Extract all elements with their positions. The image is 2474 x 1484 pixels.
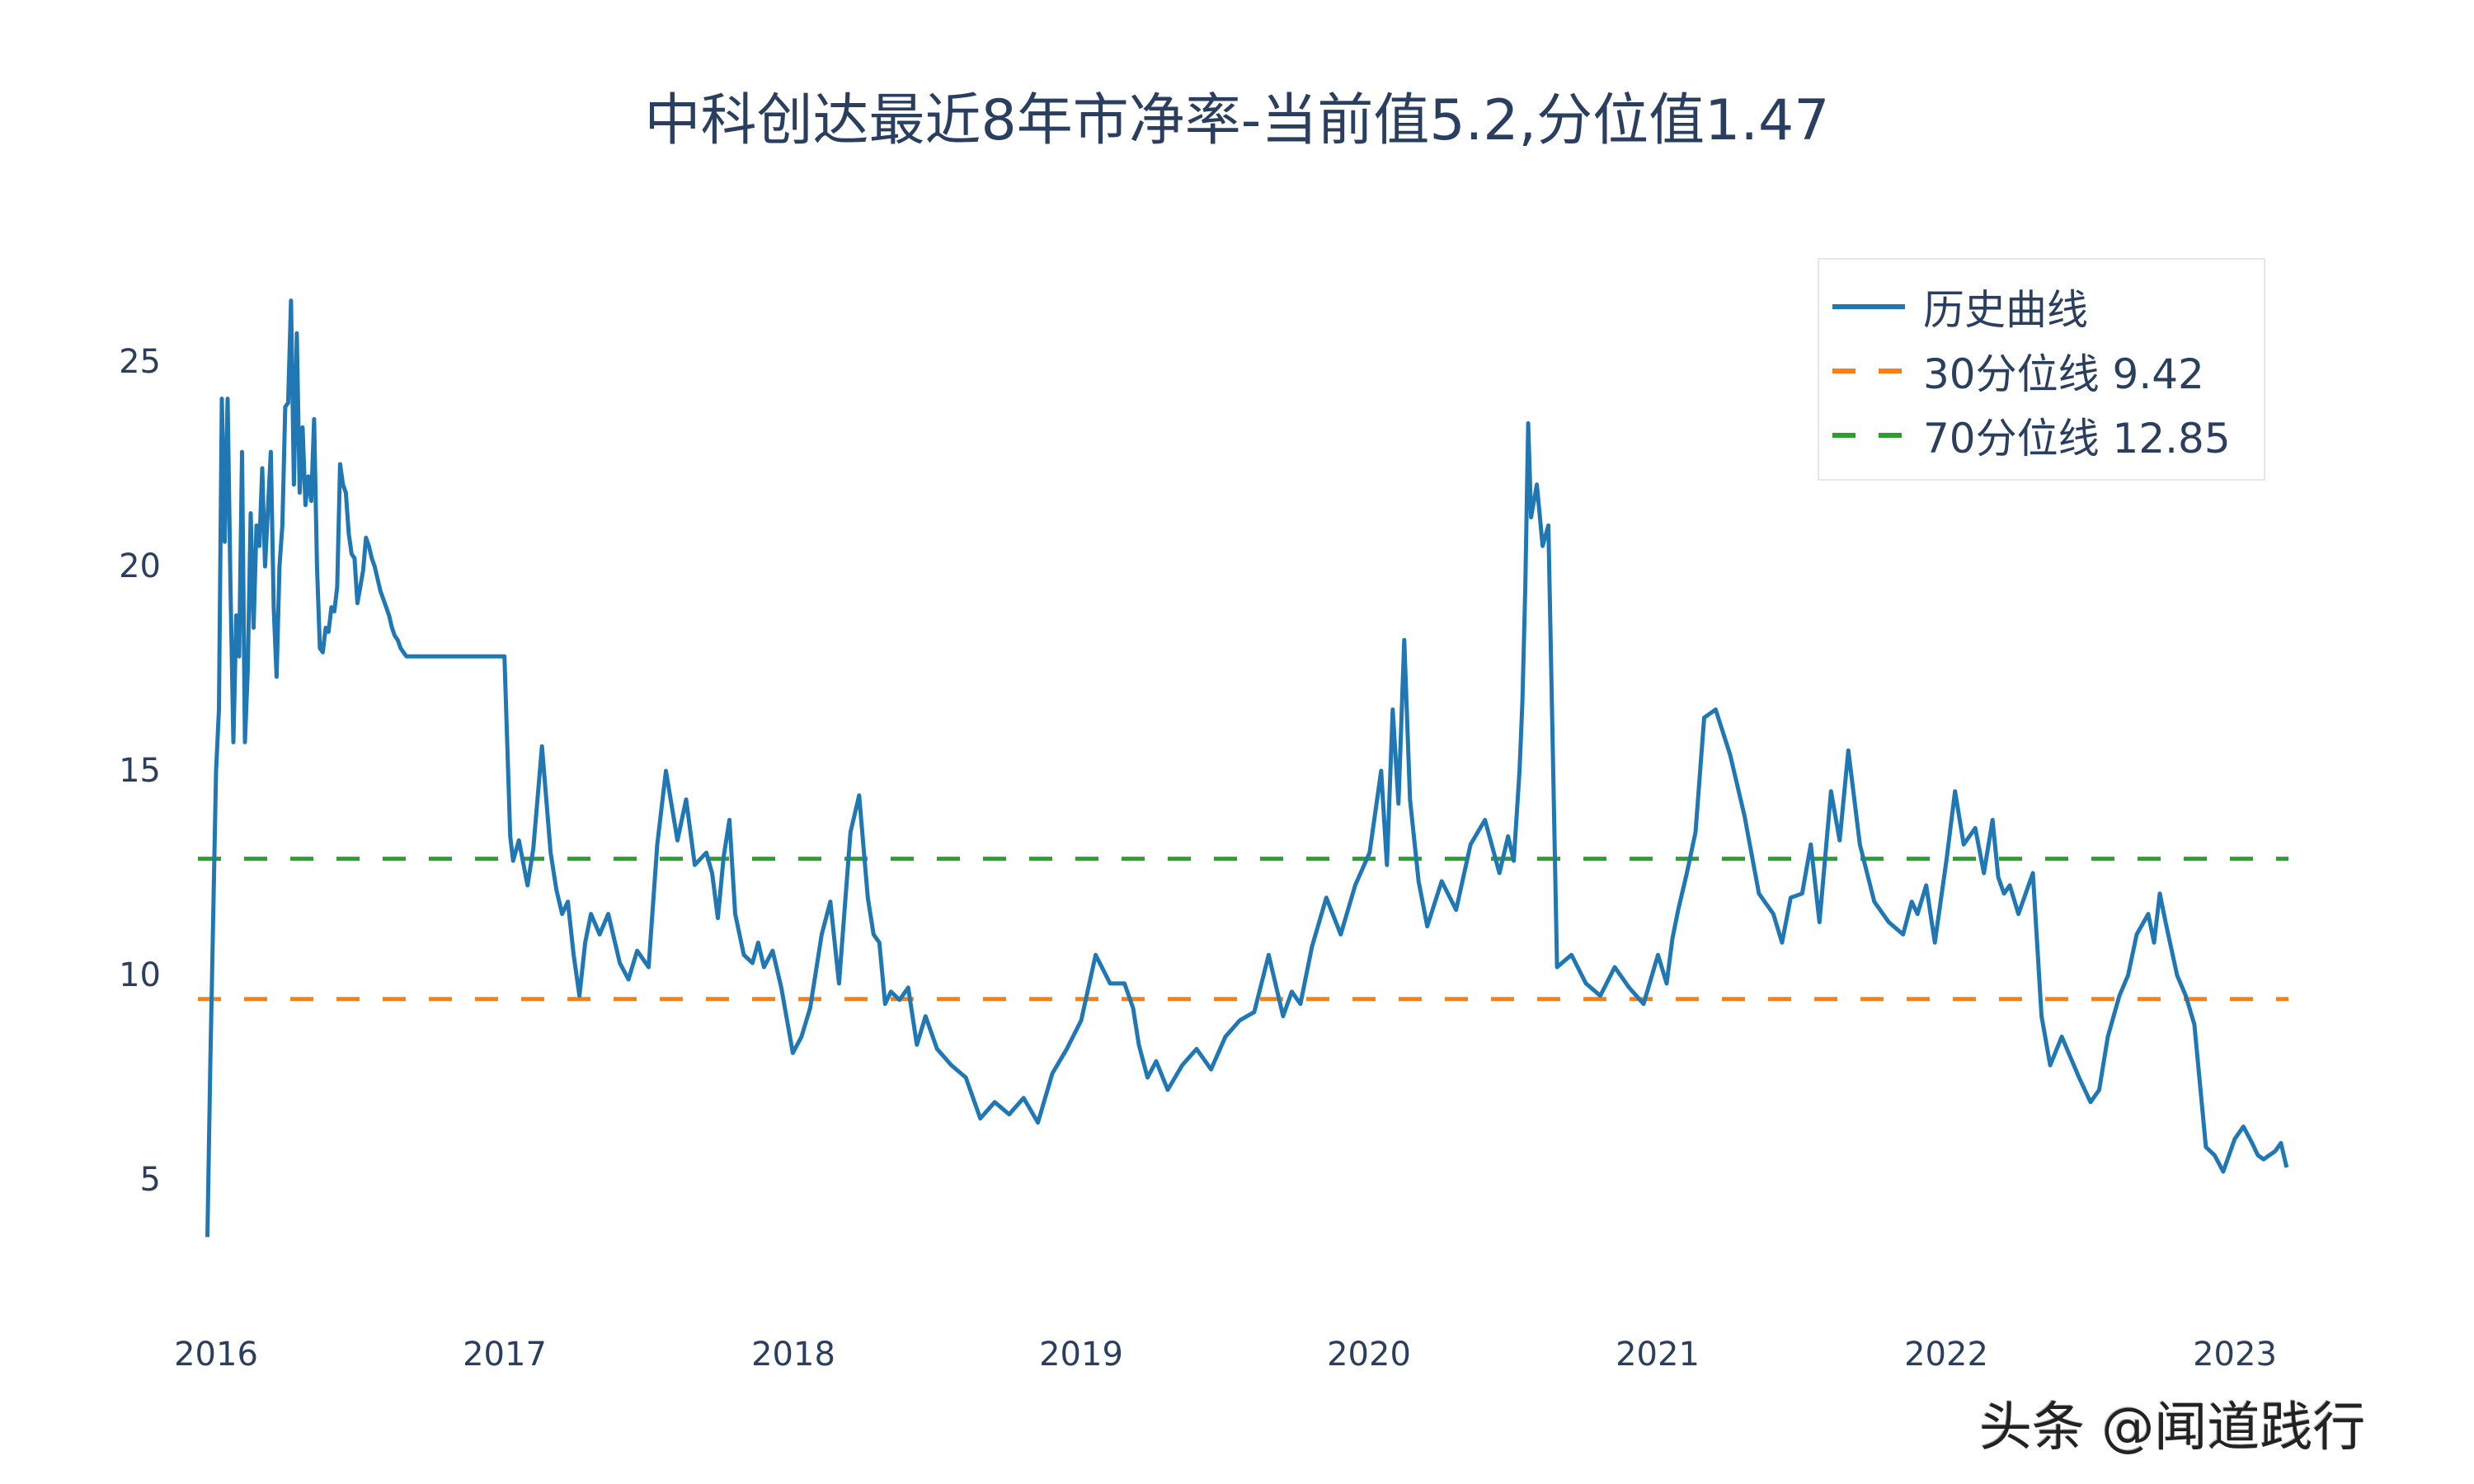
x-tick: 2020 — [1327, 1336, 1411, 1374]
x-tick: 2018 — [751, 1336, 835, 1374]
legend-label: 历史曲线 — [1923, 286, 2088, 334]
solid-line-icon — [1832, 304, 1905, 309]
legend-label: 70分位线 12.85 — [1923, 415, 2231, 463]
chart-title: 中科创达最近8年市净率-当前值5.2,分位值1.47 — [644, 88, 1830, 153]
x-tick: 2022 — [1904, 1336, 1988, 1374]
dashed-line-icon — [1832, 369, 1905, 373]
legend-item-p70[interactable]: 70分位线 12.85 — [1832, 406, 2231, 464]
y-tick: 5 — [139, 1161, 161, 1199]
legend: 历史曲线 30分位线 9.42 70分位线 12.85 — [1818, 258, 2265, 481]
y-tick: 15 — [119, 752, 161, 790]
x-tick: 2016 — [174, 1336, 258, 1374]
y-tick: 10 — [119, 956, 161, 994]
history-curve — [205, 298, 2289, 1237]
watermark: 头条 @闻道践行 — [1979, 1397, 2366, 1458]
legend-label: 30分位线 9.42 — [1923, 350, 2204, 398]
y-tick: 20 — [119, 547, 161, 585]
y-tick: 25 — [119, 343, 161, 381]
legend-item-history[interactable]: 历史曲线 — [1832, 278, 2088, 336]
x-tick: 2021 — [1616, 1336, 1700, 1374]
x-tick: 2023 — [2193, 1336, 2277, 1374]
x-tick: 2017 — [463, 1336, 547, 1374]
legend-item-p30[interactable]: 30分位线 9.42 — [1832, 342, 2204, 400]
x-tick: 2019 — [1039, 1336, 1123, 1374]
dashed-line-icon — [1832, 433, 1905, 438]
